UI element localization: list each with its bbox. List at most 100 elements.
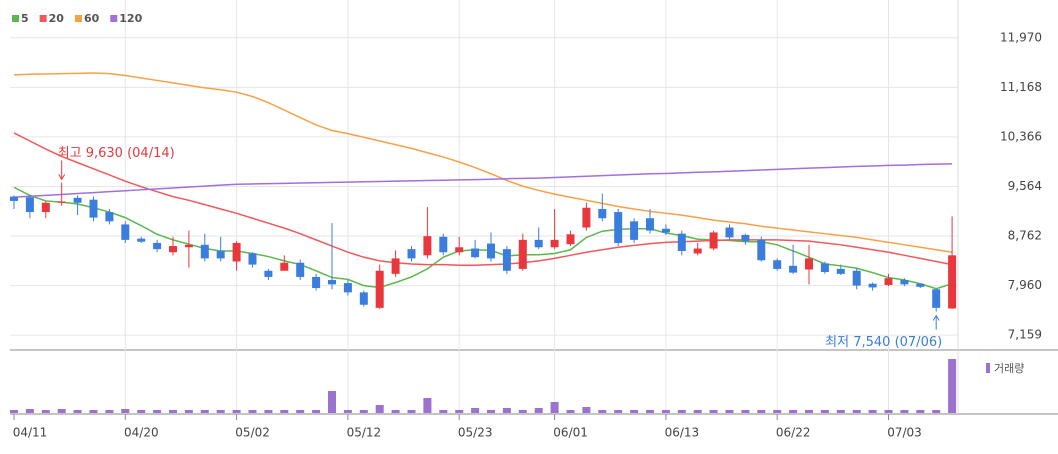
x-tick-label: 04/20 [124, 426, 159, 440]
candle-body [646, 218, 654, 231]
candle-body [25, 197, 34, 213]
volume-bar [900, 410, 909, 413]
volume-bar [375, 405, 384, 413]
volume-bar [773, 410, 782, 413]
volume-bar [105, 410, 114, 413]
volume-bar [614, 410, 623, 413]
candle-body [518, 239, 527, 269]
volume-bar [502, 408, 511, 413]
candle-body [41, 202, 50, 213]
volume-bar [57, 409, 66, 413]
candle-body [948, 255, 957, 309]
volume-bar [439, 410, 448, 413]
volume-bar [598, 410, 607, 413]
y-tick-label: 8,762 [1008, 229, 1042, 243]
candle-body [741, 234, 750, 242]
x-tick-label: 07/03 [887, 426, 922, 440]
volume-bar [948, 359, 957, 413]
candle-body [487, 243, 495, 259]
candle-body [423, 236, 432, 256]
volume-bar [312, 410, 321, 413]
candle-body [836, 268, 845, 274]
candle-body [232, 242, 241, 262]
candle-body [169, 246, 177, 253]
x-tick-label: 06/22 [776, 426, 811, 440]
volume-bar [41, 410, 50, 413]
x-tick-label: 06/13 [665, 426, 700, 440]
volume-bar [25, 409, 34, 413]
volume-bar [820, 410, 829, 413]
candle-body [677, 233, 686, 251]
volume-bar [852, 410, 861, 413]
volume-bar [153, 410, 162, 413]
y-tick-label: 11,168 [1000, 80, 1042, 94]
candle-body [661, 228, 670, 233]
candle-body [57, 201, 66, 203]
candle-body [709, 232, 718, 249]
high-arrow-head [58, 174, 66, 181]
candle-body [248, 253, 257, 265]
legend-label: 5 [21, 12, 29, 25]
candle-body [502, 249, 511, 271]
volume-bar [328, 391, 336, 413]
candle-body [789, 265, 798, 273]
volume-bar [534, 408, 543, 413]
volume-bar [343, 410, 352, 413]
legend-label: 20 [49, 12, 65, 25]
candle-body [359, 292, 368, 305]
candle-body [455, 247, 464, 253]
volume-bar [359, 410, 368, 413]
legend-swatch [39, 15, 47, 22]
x-tick-label: 04/11 [13, 426, 48, 440]
legend-label: 60 [84, 12, 100, 25]
candle-body [296, 262, 305, 277]
volume-bar [725, 410, 734, 413]
volume-bar [868, 410, 877, 413]
candle-body [10, 196, 18, 201]
candle-body [280, 262, 289, 271]
candle-body [216, 250, 225, 259]
candle-body [375, 270, 384, 308]
candle-body [805, 258, 813, 270]
legend-swatch [110, 15, 118, 22]
volume-bar [709, 410, 718, 413]
y-tick-label: 9,564 [1008, 179, 1042, 193]
y-tick-label: 11,970 [1000, 30, 1042, 44]
volume-bar [518, 410, 527, 413]
y-tick-label: 10,366 [1000, 129, 1042, 143]
volume-bar [264, 410, 273, 413]
legend-swatch [12, 15, 19, 22]
volume-bar [661, 410, 670, 413]
volume-bar [216, 410, 225, 413]
low-annotation: 최저 7,540 (07/06) [825, 335, 942, 350]
moving-average-line [13, 163, 953, 198]
y-tick-label: 7,960 [1008, 278, 1042, 292]
legend: 5 20 60 120 [12, 12, 143, 25]
candle-body [407, 249, 416, 259]
candle-body [852, 270, 861, 286]
volume-bar [487, 410, 495, 413]
volume-bar [884, 410, 893, 413]
volume-bar [232, 410, 241, 413]
legend-label: 120 [119, 12, 142, 25]
x-tick-label: 05/12 [347, 426, 382, 440]
high-annotation: 최고 9,630 (04/14) [58, 146, 175, 161]
candle-body [916, 283, 925, 287]
candle-body [137, 238, 146, 242]
candle-body [757, 239, 766, 261]
volume-bar [932, 410, 941, 413]
volume-bar [455, 410, 464, 413]
candle-body [105, 212, 114, 222]
candle-body [725, 227, 734, 238]
legend-swatch [74, 15, 82, 22]
volume-legend-label: 거래량 [994, 362, 1024, 375]
volume-bar [10, 410, 18, 413]
volume-bar [805, 410, 813, 413]
candle-body [264, 270, 273, 277]
volume-bar [169, 410, 177, 413]
volume-bar [296, 410, 305, 413]
volume-bar [89, 410, 98, 413]
candle-body [312, 276, 321, 289]
volume-bar [137, 410, 146, 413]
candle-body [884, 278, 893, 285]
